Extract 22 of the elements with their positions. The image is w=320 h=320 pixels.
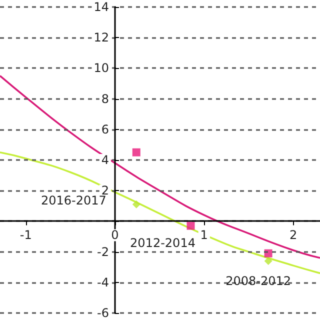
y-tick-label: -6 xyxy=(97,306,109,320)
y-tick-label: 4 xyxy=(101,153,109,167)
y-tick-label: 10 xyxy=(94,61,109,76)
y-tick-label: 14 xyxy=(94,0,109,14)
x-tick-label: 2 xyxy=(289,228,298,242)
y-tick-label: -4 xyxy=(97,275,109,290)
annotation: 2012-2014 xyxy=(130,236,196,250)
line-series xyxy=(0,151,320,274)
annotation: 2008-2012 xyxy=(226,274,292,288)
x-tick-label: 0 xyxy=(111,228,119,242)
x-tick-label: -1 xyxy=(20,228,32,242)
point xyxy=(132,148,140,156)
point xyxy=(132,200,140,208)
point xyxy=(186,222,195,230)
point xyxy=(264,249,272,258)
y-tick-label: 8 xyxy=(101,92,109,106)
y-tick-label: 6 xyxy=(101,122,109,136)
y-tick-label: -2 xyxy=(97,244,109,259)
x-tick-label: 1 xyxy=(200,228,208,242)
point xyxy=(264,256,272,265)
line-series xyxy=(0,74,320,259)
y-tick-label: 12 xyxy=(94,30,109,45)
